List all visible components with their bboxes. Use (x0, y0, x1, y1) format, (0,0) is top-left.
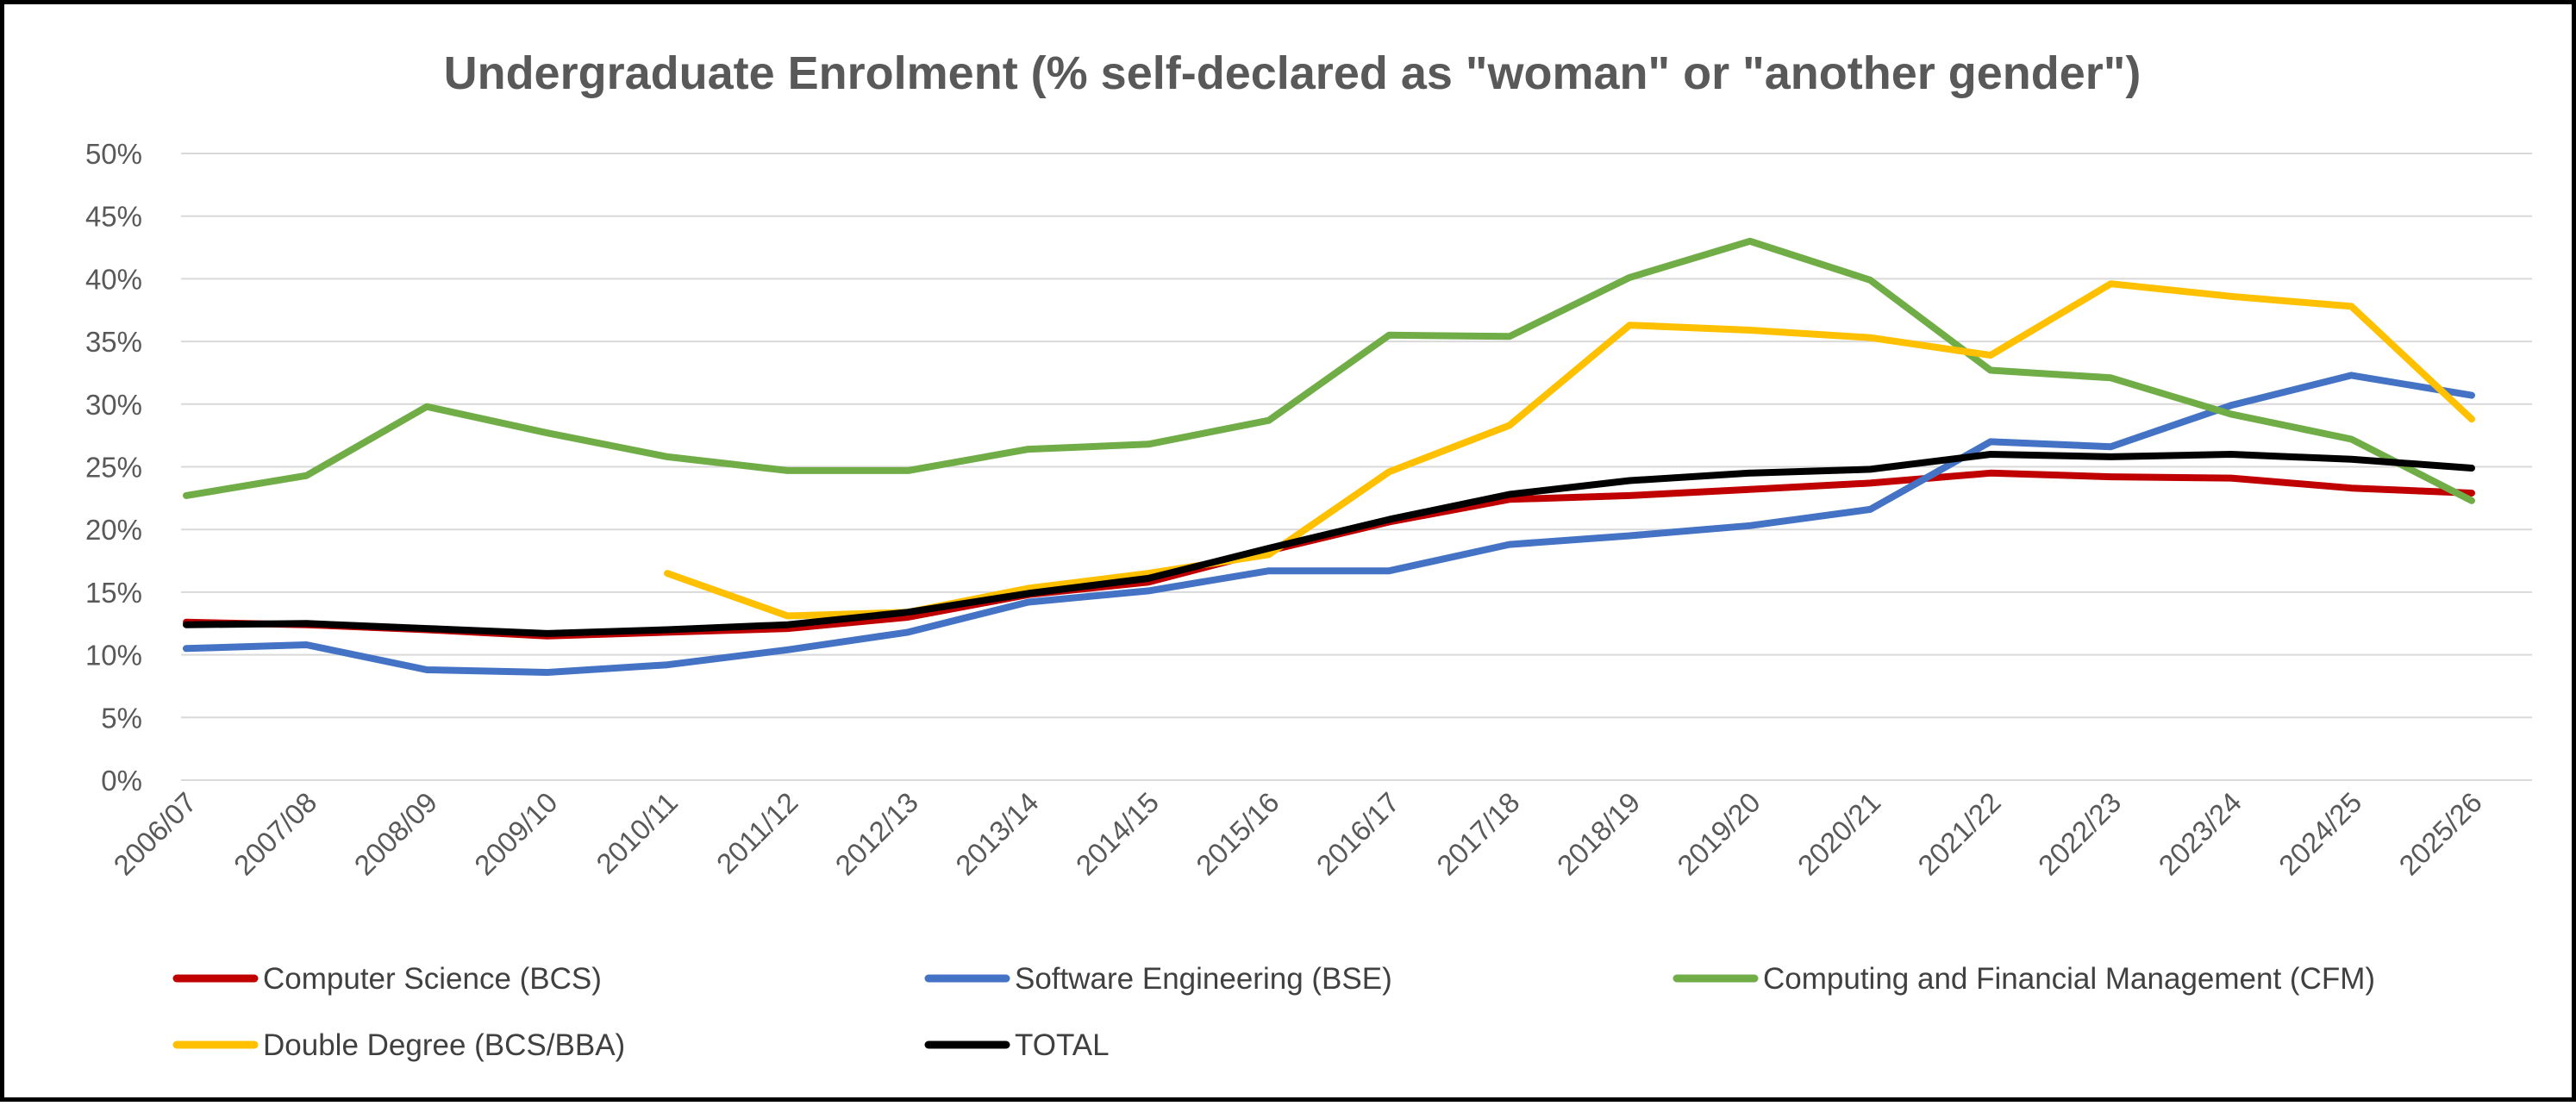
legend-label: Computing and Financial Management (CFM) (1763, 962, 2375, 996)
y-tick-label: 0% (101, 765, 142, 797)
series-group (186, 454, 2472, 634)
y-tick-label: 40% (85, 263, 142, 295)
x-tick-label: 2013/14 (949, 786, 1045, 882)
series-group (186, 241, 2472, 501)
x-tick-label: 2023/24 (2152, 786, 2248, 882)
y-tick-label: 45% (85, 201, 142, 233)
x-tick-label: 2011/12 (710, 786, 804, 880)
x-tick-label: 2019/20 (1671, 786, 1766, 882)
x-tick-label: 2025/26 (2392, 786, 2488, 882)
x-tick-label: 2021/22 (1911, 786, 2007, 882)
legend-item: Computer Science (BCS) (177, 962, 602, 996)
y-axis-ticks: 0% 5% 10% 15% 20% 25% 30% 35% 40% 45% 50% (85, 138, 142, 797)
series-line (667, 284, 2472, 615)
x-tick-label: 2016/17 (1310, 786, 1406, 882)
legend-label: Double Degree (BCS/BBA) (263, 1028, 625, 1062)
x-tick-label: 2018/19 (1551, 786, 1647, 882)
x-tick-label: 2022/23 (2032, 786, 2128, 882)
y-tick-label: 15% (85, 577, 142, 609)
x-tick-label: 2024/25 (2273, 786, 2368, 882)
legend-label: Software Engineering (BSE) (1015, 962, 1392, 996)
y-tick-label: 35% (85, 326, 142, 358)
series-line (186, 454, 2472, 634)
y-tick-label: 50% (85, 138, 142, 170)
x-axis-ticks: 2006/07 2007/08 2008/09 2009/10 2010/11 2011/… (107, 786, 2488, 882)
series-group (667, 284, 2472, 616)
legend-label: Computer Science (BCS) (263, 962, 602, 996)
x-tick-label: 2010/11 (590, 786, 684, 880)
x-tick-label: 2017/18 (1430, 786, 1526, 882)
legend-item: Computing and Financial Management (CFM) (1677, 962, 2375, 996)
legend-item: Double Degree (BCS/BBA) (177, 1028, 625, 1062)
x-tick-label: 2015/16 (1190, 786, 1285, 882)
x-tick-label: 2007/08 (228, 786, 323, 882)
y-tick-label: 10% (85, 640, 142, 672)
x-tick-label: 2020/21 (1791, 786, 1887, 882)
legend-item: TOTAL (928, 1028, 1110, 1062)
series-line (186, 241, 2472, 501)
series-line (186, 375, 2472, 672)
series-group (186, 375, 2472, 672)
series-line (186, 473, 2472, 636)
gridlines (181, 153, 2532, 780)
y-tick-label: 5% (101, 702, 142, 734)
legend-item: Software Engineering (BSE) (928, 962, 1392, 996)
x-tick-label: 2009/10 (468, 786, 564, 882)
legend: Computer Science (BCS) Software Engineeri… (177, 962, 2375, 1062)
legend-label: TOTAL (1015, 1028, 1110, 1062)
series-lines (186, 241, 2472, 672)
y-tick-label: 20% (85, 514, 142, 546)
line-chart: Undergraduate Enrolment (% self-declared… (4, 4, 2576, 1106)
x-tick-label: 2008/09 (347, 786, 443, 882)
x-tick-label: 2014/15 (1070, 786, 1166, 882)
x-tick-label: 2012/13 (829, 786, 925, 882)
series-group (186, 473, 2472, 636)
x-tick-label: 2006/07 (107, 786, 203, 882)
y-tick-label: 25% (85, 452, 142, 484)
chart-title: Undergraduate Enrolment (% self-declared… (444, 47, 2141, 99)
y-tick-label: 30% (85, 389, 142, 421)
